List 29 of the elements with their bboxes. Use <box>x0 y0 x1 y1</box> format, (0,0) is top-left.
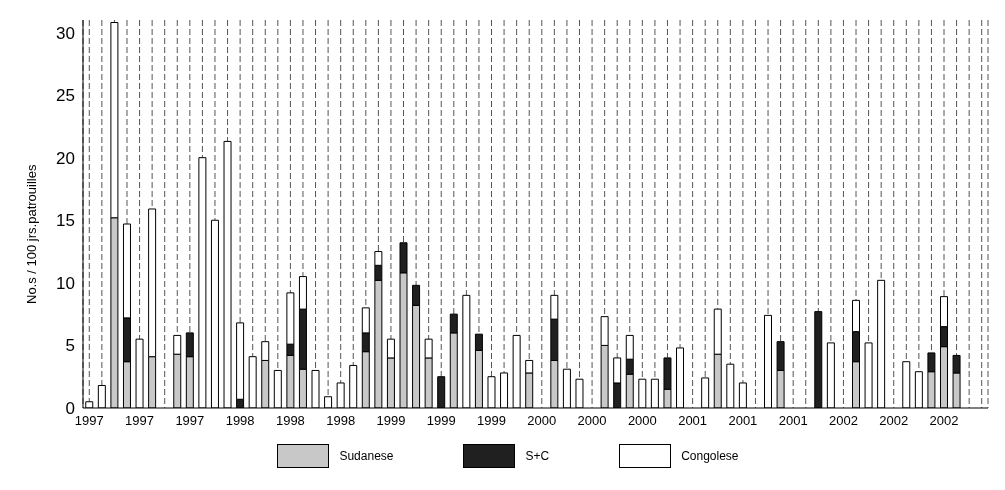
x-tick-label: 2001 <box>728 413 758 429</box>
x-tick-label: 1999 <box>376 413 406 429</box>
x-tick-label: 1998 <box>326 413 356 429</box>
x-tick-label: 1998 <box>275 413 305 429</box>
legend-label: Sudanese <box>339 449 394 463</box>
x-tick-label: 2000 <box>527 413 557 429</box>
x-tick-label: 2002 <box>929 413 959 429</box>
y-tick-label: 10 <box>56 273 75 293</box>
x-tick-label: 2000 <box>627 413 657 429</box>
legend-label: Congolese <box>681 449 739 463</box>
y-tick-label: 30 <box>56 23 75 43</box>
y-tick-label: 15 <box>56 211 75 231</box>
x-tick-label: 1997 <box>74 413 104 429</box>
x-tick-label: 2000 <box>577 413 607 429</box>
y-tick-label: 20 <box>56 148 75 168</box>
x-tick-label: 2002 <box>879 413 909 429</box>
y-tick-label: 25 <box>56 86 75 106</box>
x-tick-label: 1997 <box>125 413 155 429</box>
x-tick-label: 1997 <box>175 413 205 429</box>
y-axis-title: No.s / 100 jrs.patrouilles <box>23 164 39 304</box>
x-tick-label: 1998 <box>225 413 255 429</box>
y-tick-label: 0 <box>65 399 75 419</box>
legend-label: S+C <box>525 449 550 463</box>
x-tick-label: 2002 <box>828 413 858 429</box>
x-tick-label: 1999 <box>426 413 456 429</box>
x-tick-label: 2001 <box>778 413 808 429</box>
x-tick-label: 2001 <box>678 413 708 429</box>
x-tick-label: 1999 <box>477 413 506 429</box>
y-tick-label: 5 <box>65 336 75 356</box>
